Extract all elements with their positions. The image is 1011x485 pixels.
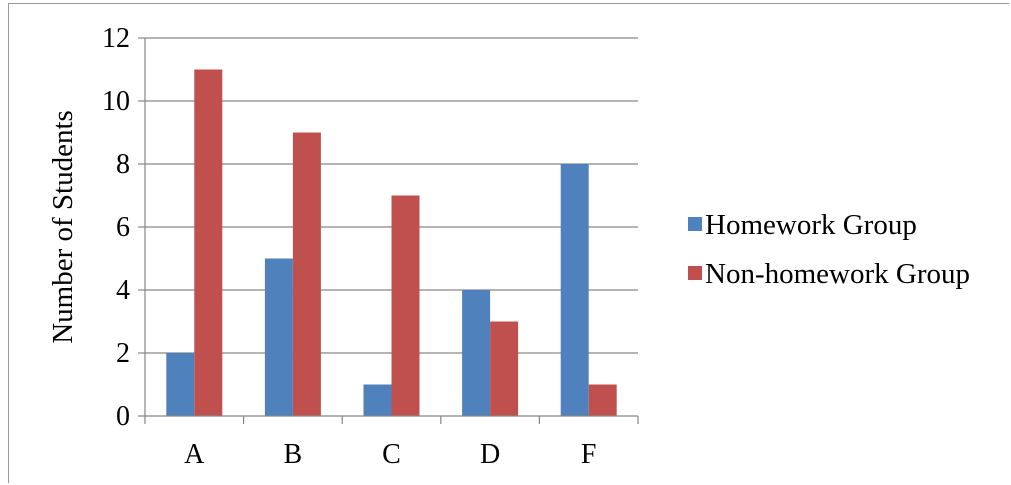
- legend: Homework Group Non-homework Group: [688, 209, 970, 290]
- y-tick-label: 6: [116, 212, 130, 243]
- bars: [166, 69, 617, 416]
- y-tick-label: 12: [102, 23, 130, 54]
- bar-non-homework-c: [391, 195, 420, 416]
- bar-non-homework-a: [194, 69, 223, 416]
- legend-label: Non-homework Group: [705, 258, 970, 290]
- bar-non-homework-f: [588, 384, 617, 416]
- legend-swatch: [688, 266, 702, 280]
- bar-homework-a: [166, 353, 195, 416]
- bar-homework-f: [560, 164, 589, 416]
- y-axis-title: Number of Students: [47, 110, 79, 344]
- y-tick-label: 4: [116, 275, 130, 306]
- bar-homework-d: [462, 290, 491, 416]
- bar-homework-c: [363, 384, 392, 416]
- x-tick-label: F: [581, 439, 597, 470]
- legend-swatch: [688, 217, 702, 231]
- y-tick-label: 8: [116, 149, 130, 180]
- x-tick-label: A: [184, 439, 205, 470]
- legend-label: Homework Group: [705, 209, 917, 241]
- bar-homework-b: [264, 258, 293, 416]
- axes: [144, 38, 639, 424]
- y-tick-label: 2: [116, 338, 130, 369]
- x-tick-label: D: [480, 439, 500, 470]
- bar-non-homework-b: [292, 132, 321, 416]
- y-tick-label: 10: [102, 86, 130, 117]
- x-tick-label: C: [382, 439, 401, 470]
- y-tick-label: 0: [116, 401, 130, 432]
- y-tick-labels: 0 2 4 6 8 10 12: [102, 23, 130, 432]
- bar-non-homework-d: [490, 321, 519, 416]
- x-tick-label: B: [284, 439, 303, 470]
